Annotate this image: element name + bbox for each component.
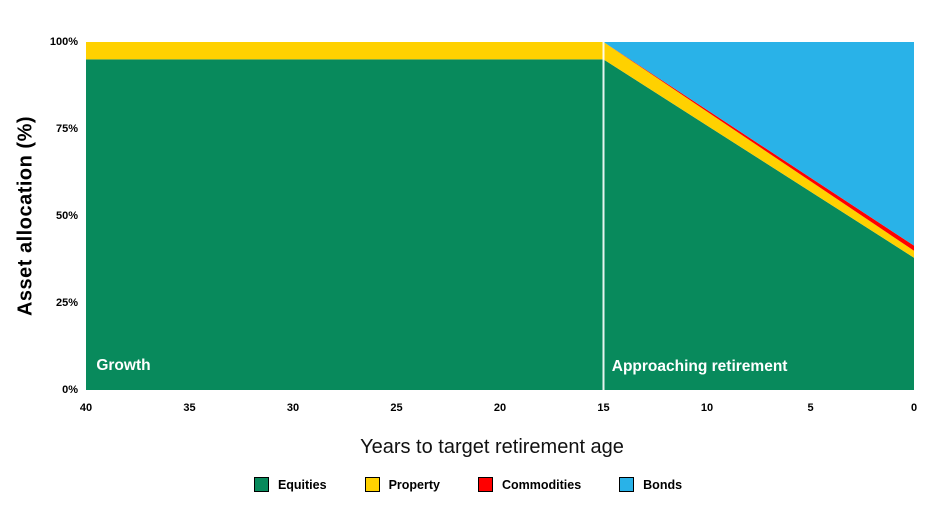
legend-item-property: Property (364, 477, 440, 492)
x-tick-label: 0 (910, 402, 918, 414)
x-tick-label: 35 (183, 402, 196, 414)
y-tick-label: 25% (55, 297, 78, 309)
x-tick-label: 20 (493, 402, 507, 414)
area-bonds (86, 42, 914, 246)
x-tick-label: 10 (700, 402, 714, 414)
x-tick-label: 40 (79, 402, 93, 414)
legend-swatch-commodities (477, 477, 493, 492)
x-axis-title: Years to target retirement age (360, 436, 624, 458)
legend-item-equities: Equities (253, 477, 327, 492)
y-tick-label: 100% (49, 36, 78, 48)
phase-label-growth: Growth (96, 356, 151, 374)
x-tick-label: 25 (390, 402, 403, 414)
legend-item-bonds: Bonds (619, 477, 682, 492)
chart-legend: Equities Property Commodities Bonds (0, 477, 936, 492)
legend-item-commodities: Commodities (477, 477, 582, 492)
x-tick-label: 15 (597, 402, 610, 414)
legend-label: Bonds (643, 477, 683, 492)
y-tick-label: 75% (55, 123, 78, 135)
legend-swatch-property (364, 477, 380, 492)
phase-label-approaching-retirement: Approaching retirement (611, 358, 788, 376)
area-property (86, 42, 914, 258)
legend-label: Property (388, 477, 440, 492)
legend-swatch-equities (253, 477, 269, 492)
legend-swatch-bonds (619, 477, 635, 492)
legend-label: Commodities (501, 477, 582, 492)
x-tick-label: 30 (286, 402, 300, 414)
x-tick-label: 5 (807, 402, 814, 414)
legend-label: Equities (277, 477, 327, 492)
area-equities (86, 59, 914, 391)
y-tick-label: 0% (62, 384, 78, 396)
y-tick-label: 50% (55, 210, 78, 222)
